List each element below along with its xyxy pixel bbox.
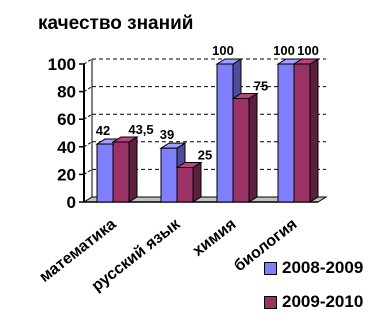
bar [96,143,114,203]
gridline-side [83,141,93,148]
legend-item: 2008-2009 [264,258,363,278]
bar-side [128,136,138,203]
gridline-side [83,58,93,65]
chart-title: качество знаний [38,13,193,34]
bar [160,147,178,203]
gridline-side [83,113,93,120]
legend: 2008-2009 2009-2010 [264,258,363,326]
x-tick-label: химия [190,216,240,260]
bar [112,141,130,203]
y-tick-label: 0 [67,193,76,212]
bar [277,63,295,203]
data-label: 100 [297,43,319,58]
bar-side [309,58,319,203]
data-label: 100 [212,43,234,58]
bar-side [248,92,258,203]
legend-label: 2009-2010 [282,292,364,311]
y-tick-label: 40 [57,138,76,157]
bar-side [192,161,202,203]
data-label: 100 [273,43,295,58]
legend-swatch [264,295,277,309]
legend-item: 2009-2010 [264,292,363,312]
data-label: 75 [254,79,268,94]
y-tick-label: 20 [57,165,76,184]
data-label: 25 [198,148,212,163]
bar [293,63,311,203]
gridline-side [83,168,93,175]
gridline-side [83,86,93,93]
y-tick-label: 100 [48,55,76,74]
data-label: 39 [160,127,174,142]
y-tick-label: 60 [57,110,76,129]
legend-swatch [264,261,277,275]
bar [232,98,250,203]
y-tick-label: 80 [57,83,76,102]
bar [176,167,194,203]
data-label: 42 [96,123,110,138]
data-label: 43,5 [128,122,153,137]
bar [216,63,234,203]
legend-label: 2008-2009 [282,258,364,277]
